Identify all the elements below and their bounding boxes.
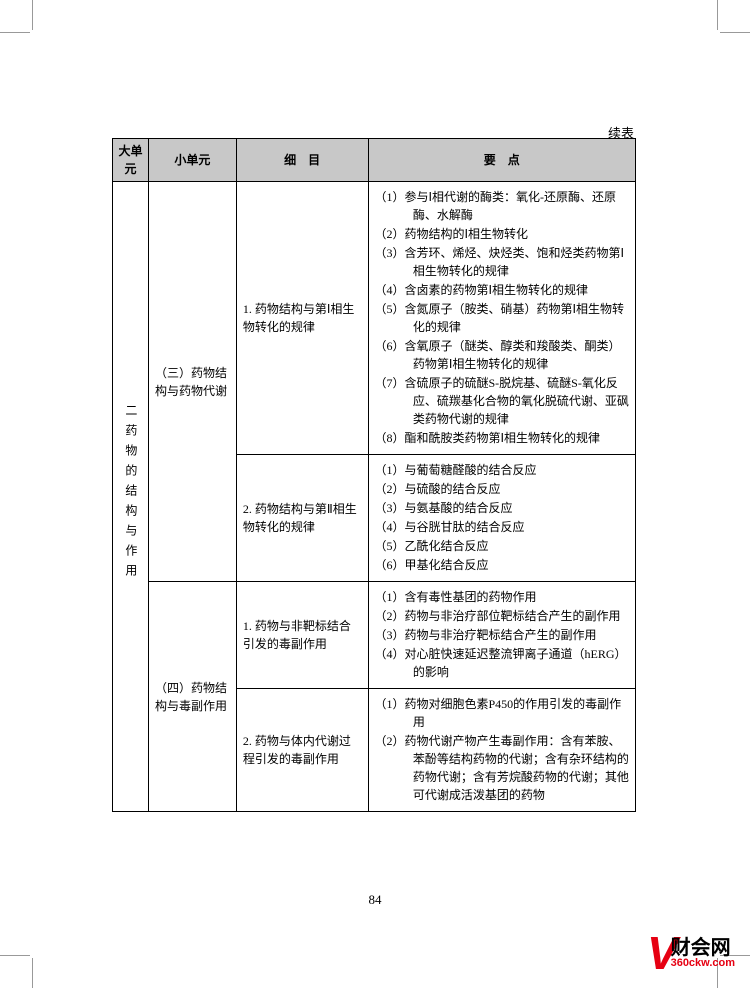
point-item: （2）药物与非治疗部位靶标结合产生的副作用	[375, 607, 630, 625]
major-unit-text: 二药物的结构与作用	[122, 404, 139, 584]
header-points: 要 点	[368, 139, 636, 182]
point-item: （1）药物对细胞色素P450的作用引发的毒副作用	[375, 695, 630, 731]
minor-unit-4: （四）药物结构与毒副作用	[148, 582, 236, 812]
points-4-2: （1）药物对细胞色素P450的作用引发的毒副作用（2）药物代谢产物产生毒副作用：…	[368, 689, 636, 812]
point-item: （3）药物与非治疗靶标结合产生的副作用	[375, 626, 630, 644]
point-item: （3）与氨基酸的结合反应	[375, 499, 630, 517]
point-item: （1）与葡萄糖醛酸的结合反应	[375, 461, 630, 479]
detail-3-1: 1. 药物结构与第Ⅰ相生物转化的规律	[236, 182, 368, 455]
major-unit-cell: 二药物的结构与作用	[113, 182, 149, 812]
header-minor: 小单元	[148, 139, 236, 182]
point-item: （6）含氧原子（醚类、醇类和羧酸类、酮类）药物第Ⅰ相生物转化的规律	[375, 337, 630, 373]
point-item: （5）乙酰化结合反应	[375, 537, 630, 555]
detail-4-1: 1. 药物与非靶标结合引发的毒副作用	[236, 582, 368, 689]
point-item: （4）与谷胱甘肽的结合反应	[375, 518, 630, 536]
point-item: （1）参与Ⅰ相代谢的酶类：氧化-还原酶、还原酶、水解酶	[375, 188, 630, 224]
site-logo: V 财会网 360ckw.com	[647, 926, 735, 980]
detail-3-2: 2. 药物结构与第Ⅱ相生物转化的规律	[236, 455, 368, 582]
table-row: 二药物的结构与作用 （三）药物结构与药物代谢 1. 药物结构与第Ⅰ相生物转化的规…	[113, 182, 636, 455]
point-item: （3）含芳环、烯烃、炔烃类、饱和烃类药物第Ⅰ相生物转化的规律	[375, 244, 630, 280]
point-item: （1）含有毒性基团的药物作用	[375, 588, 630, 606]
point-item: （2）药物结构的Ⅰ相生物转化	[375, 225, 630, 243]
logo-cn-text: 财会网	[671, 938, 735, 958]
detail-4-2: 2. 药物与体内代谢过程引发的毒副作用	[236, 689, 368, 812]
point-item: （8）酯和酰胺类药物第Ⅰ相生物转化的规律	[375, 429, 630, 447]
logo-k-icon-2	[664, 926, 668, 980]
point-item: （6）甲基化结合反应	[375, 556, 630, 574]
header-major: 大单元	[113, 139, 149, 182]
header-row: 大单元 小单元 细 目 要 点	[113, 139, 636, 182]
points-3-1: （1）参与Ⅰ相代谢的酶类：氧化-还原酶、还原酶、水解酶（2）药物结构的Ⅰ相生物转…	[368, 182, 636, 455]
header-detail: 细 目	[236, 139, 368, 182]
page-number: 84	[0, 892, 750, 908]
minor-unit-3: （三）药物结构与药物代谢	[148, 182, 236, 582]
point-item: （4）对心脏快速延迟整流钾离子通道（hERG）的影响	[375, 645, 630, 681]
point-item: （2）药物代谢产物产生毒副作用：含有苯胺、苯酚等结构药物的代谢；含有杂环结构的药…	[375, 732, 630, 804]
point-item: （7）含硫原子的硫醚S-脱烷基、硫醚S-氧化反应、硫羰基化合物的氧化脱硫代谢、亚…	[375, 374, 630, 428]
logo-url-text: 360ckw.com	[671, 958, 735, 969]
syllabus-table: 大单元 小单元 细 目 要 点 二药物的结构与作用 （三）药物结构与药物代谢 1…	[112, 138, 636, 812]
table-row: （四）药物结构与毒副作用 1. 药物与非靶标结合引发的毒副作用 （1）含有毒性基…	[113, 582, 636, 689]
point-item: （2）与硫酸的结合反应	[375, 480, 630, 498]
points-4-1: （1）含有毒性基团的药物作用（2）药物与非治疗部位靶标结合产生的副作用（3）药物…	[368, 582, 636, 689]
points-3-2: （1）与葡萄糖醛酸的结合反应（2）与硫酸的结合反应（3）与氨基酸的结合反应（4）…	[368, 455, 636, 582]
point-item: （4）含卤素的药物第Ⅰ相生物转化的规律	[375, 281, 630, 299]
point-item: （5）含氮原子（胺类、硝基）药物第Ⅰ相生物转化的规律	[375, 300, 630, 336]
